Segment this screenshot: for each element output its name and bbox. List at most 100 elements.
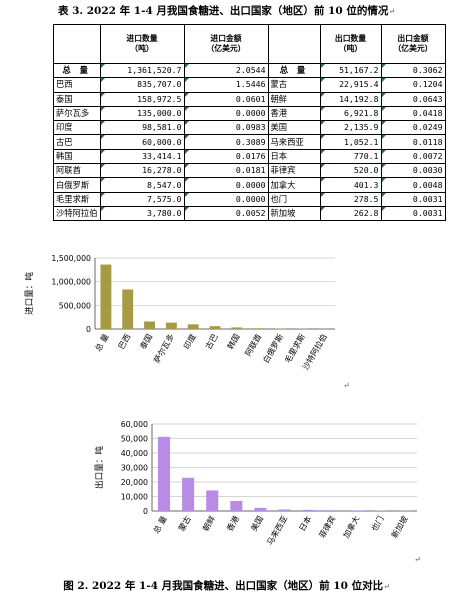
bar (326, 510, 339, 511)
cell-flag-icon (321, 107, 325, 111)
import-qty-cell: 135,000.0 (99, 105, 185, 122)
table-header-row: 进口数量 （吨） 进口金额 （亿美元） 出口数量 （吨） 出口金额 （亿美元） (53, 24, 446, 64)
import-country-cell: 泰国 (53, 91, 101, 107)
x-tick-label: 新加坡 (389, 514, 410, 540)
cell-flag-icon (382, 78, 386, 83)
export-amt-cell: 0.0072 (380, 148, 446, 165)
import-qty-cell: 7,575.0 (99, 191, 185, 207)
export-amt-cell: 0.0030 (380, 163, 446, 179)
bar (100, 264, 112, 329)
x-tick-label: 香港 (224, 514, 241, 533)
export-qty-cell: 401.3 (319, 177, 382, 193)
table-row: 沙特阿拉伯 3,780.0 0.0052 新加坡 262.8 0.0031 (53, 205, 446, 222)
table-row: 泰国 158,972.5 0.0601 朝鲜 14,192.8 0.0643 (53, 91, 446, 107)
cell-flag-icon (321, 64, 325, 68)
export-country-cell: 朝鲜 (267, 91, 321, 107)
export-amt-cell: 0.1204 (380, 77, 446, 93)
import-amt-cell: 0.0181 (183, 163, 269, 179)
cell-flag-icon (382, 193, 386, 197)
y-tick-label: 60,000 (121, 420, 148, 429)
y-tick-label: 40,000 (121, 449, 148, 458)
table-row: 萨尔瓦多 135,000.0 0.0000 香港 6,921.8 0.0418 (53, 105, 446, 122)
bar (302, 509, 315, 511)
import-country-cell: 白俄罗斯 (53, 177, 101, 193)
export-country-cell: 日本 (267, 148, 321, 165)
export-qty-cell: 2,135.9 (319, 120, 382, 136)
import-amt-cell: 0.0176 (183, 148, 269, 165)
bar (230, 500, 243, 511)
bar (231, 327, 243, 329)
import-country-cell: 萨尔瓦多 (53, 105, 101, 122)
header-export-amt: 出口金额 （亿美元） (380, 24, 446, 64)
cell-flag-icon (185, 178, 189, 183)
table-row: 白俄罗斯 8,547.0 0.0000 加拿大 401.3 0.0048 (53, 177, 446, 193)
import-qty-cell: 16,278.0 (99, 163, 185, 179)
table-row: 印度 98,581.0 0.0983 美国 2,135.9 0.0249 (53, 120, 446, 136)
x-tick-label: 总 量 (93, 332, 111, 353)
cell-flag-icon (101, 64, 105, 68)
x-tick-label: 马来西亚 (265, 515, 289, 547)
import-qty-cell: 98,581.0 (99, 120, 185, 136)
table-row: 巴西 835,707.0 1.5446 蒙古 22,915.4 0.1204 (53, 77, 446, 93)
y-tick-label: 10,000 (121, 493, 148, 502)
import-amt-cell: 0.0052 (183, 205, 269, 222)
export-qty-cell: 22,915.4 (319, 77, 382, 93)
return-mark-1: ↵ (343, 381, 350, 390)
total-import-qty: 1,361,520.7 (99, 62, 185, 79)
cell-flag-icon (185, 107, 189, 111)
total-label-export: 总 量 (267, 62, 321, 79)
y-tick-label: 1,000,000 (51, 278, 91, 287)
cell-flag-icon (185, 150, 189, 154)
export-qty-cell: 520.0 (319, 163, 382, 179)
y-tick-label: 500,000 (59, 301, 91, 310)
export-country-cell: 加拿大 (267, 177, 321, 193)
export-amt-cell: 0.0249 (380, 120, 446, 136)
export-amt-cell: 0.0418 (380, 105, 446, 122)
cell-flag-icon (321, 164, 325, 169)
x-tick-label: 朝鲜 (200, 514, 217, 533)
bar (206, 490, 219, 511)
y-tick-label: 30,000 (121, 464, 148, 473)
y-axis-label: 进口量：吨 (23, 272, 35, 315)
export-country-cell: 蒙古 (267, 77, 321, 93)
export-country-cell: 菲律宾 (267, 163, 321, 179)
import-country-cell: 阿联酋 (53, 163, 101, 179)
cell-flag-icon (101, 121, 105, 126)
cell-flag-icon (185, 193, 189, 197)
cell-flag-icon (382, 93, 386, 97)
import-qty-cell: 158,972.5 (99, 91, 185, 107)
cell-flag-icon (101, 193, 105, 197)
import-qty-cell: 60,000.0 (99, 134, 185, 150)
total-row: 总 量 1,361,520.7 2.0544 总 量 51,167.2 0.30… (53, 62, 446, 79)
table-row: 韩国 33,414.1 0.0176 日本 770.1 0.0072 (53, 148, 446, 165)
import-amt-cell: 0.0601 (183, 91, 269, 107)
import-bar-chart: 0 500,000 1,000,000 1,500,000 进口量：吨总 量巴西 泰国萨尔… (23, 254, 335, 372)
cell-flag-icon (382, 150, 386, 154)
x-tick-label: 泰国 (138, 332, 155, 351)
import-amt-cell: 0.0000 (183, 191, 269, 207)
y-tick-label: 1,500,000 (51, 254, 91, 263)
bar (350, 510, 363, 511)
cell-flag-icon (185, 78, 189, 83)
export-amt-cell: 0.0118 (380, 134, 446, 150)
cell-flag-icon (185, 207, 189, 211)
total-export-amt: 0.3062 (380, 62, 446, 79)
trade-table: 进口数量 （吨） 进口金额 （亿美元） 出口数量 （吨） 出口金额 （亿美元） 总 量 … (53, 24, 446, 222)
x-tick-label: 美国 (248, 514, 265, 533)
cell-flag-icon (382, 164, 386, 169)
import-country-cell: 古巴 (53, 134, 101, 150)
export-country-cell: 也门 (267, 191, 321, 207)
bar (254, 507, 267, 511)
cell-flag-icon (101, 93, 105, 97)
y-tick-label: 50,000 (121, 435, 148, 444)
export-country-cell: 新加坡 (267, 205, 321, 222)
cell-flag-icon (185, 93, 189, 97)
export-amt-cell: 0.0643 (380, 91, 446, 107)
total-import-amt: 2.0544 (183, 62, 269, 79)
cell-flag-icon (101, 207, 105, 211)
table-title: 表 3. 2022 年 1-4 月我国食糖进、出口国家（地区）前 10 位的情况… (57, 5, 396, 17)
cell-flag-icon (321, 207, 325, 211)
import-qty-cell: 8,547.0 (99, 177, 185, 193)
table-row: 阿联酋 16,278.0 0.0181 菲律宾 520.0 0.0030 (53, 163, 446, 179)
x-tick-label: 毛里求斯 (282, 332, 307, 365)
